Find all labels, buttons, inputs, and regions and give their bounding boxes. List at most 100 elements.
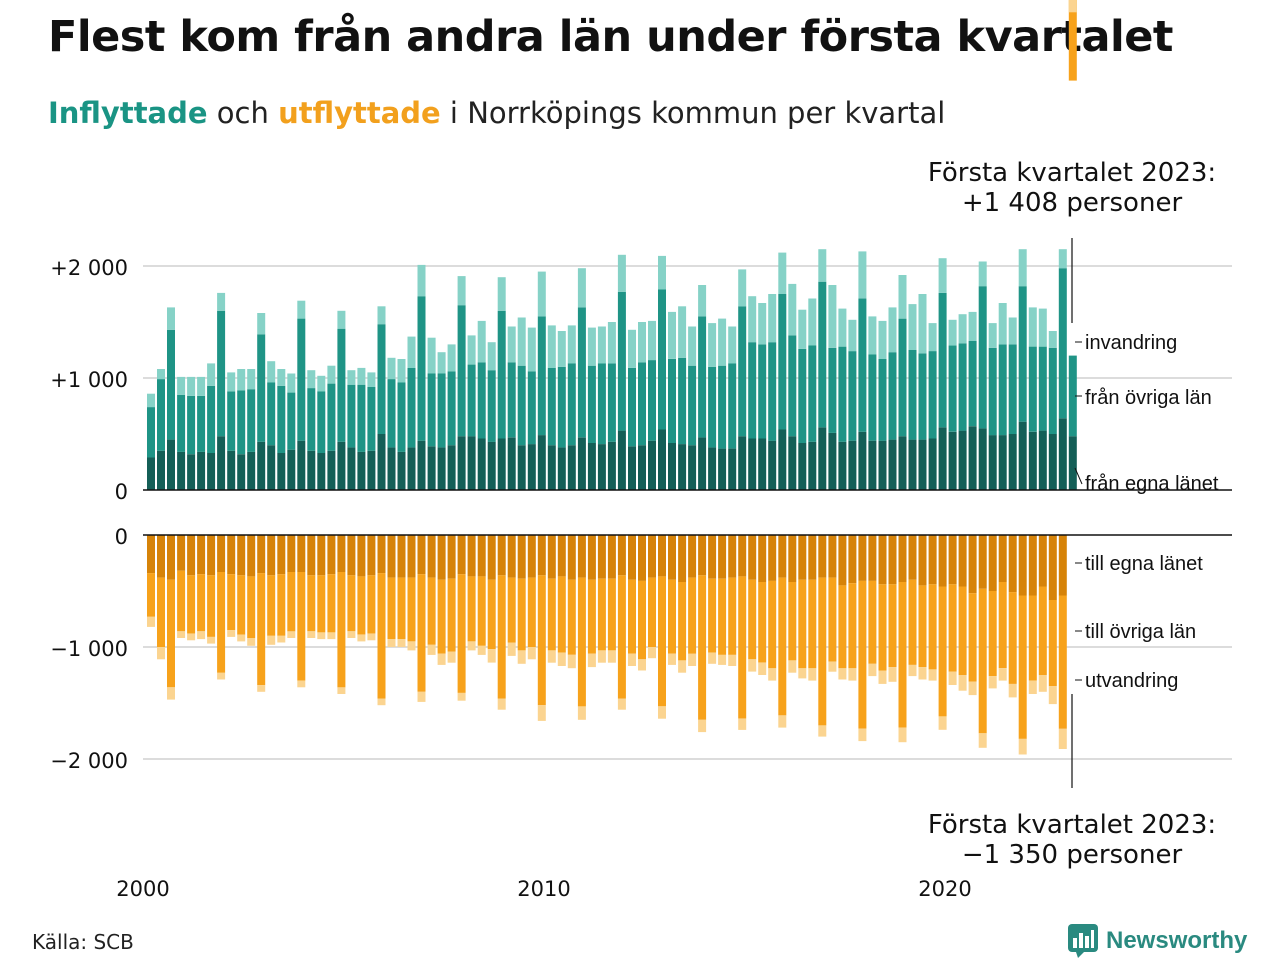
bar-in-ovriga [497, 310, 506, 439]
bar-in-egna [668, 443, 676, 490]
bar-in-invandring [477, 320, 486, 363]
bar-in-ovriga [577, 307, 586, 438]
bar-out-egna [587, 535, 596, 580]
bar-out-ovriga [457, 574, 466, 693]
bar-in-invandring [257, 313, 266, 335]
bar-out-utvandring [848, 668, 857, 681]
bar-out-egna [698, 535, 707, 576]
bar-out-utvandring [648, 647, 656, 659]
bar-in-ovriga [337, 328, 346, 442]
gridlines [143, 265, 1232, 760]
bar-out-ovriga [968, 593, 977, 682]
bar-in-egna [337, 441, 346, 490]
bar-out-egna [457, 535, 466, 575]
bar-out-utvandring [998, 668, 1007, 681]
bar-out-utvandring [718, 654, 727, 665]
bar-out-egna [477, 535, 486, 577]
bar-in-invandring [527, 327, 536, 372]
bar-in-invandring [1018, 249, 1027, 287]
bar-in-egna [868, 440, 877, 490]
bar-in-invandring [247, 369, 256, 390]
bar-out-utvandring [798, 668, 807, 679]
bar-out-ovriga [347, 575, 356, 632]
bar-in-egna [257, 441, 266, 490]
bar-out-egna [397, 535, 406, 578]
bar-out-utvandring [788, 660, 797, 673]
bar-out-egna [187, 535, 196, 576]
bar-out-egna [628, 535, 636, 580]
bar-in-ovriga [1028, 346, 1037, 432]
bar-in-ovriga [477, 362, 486, 439]
bar-in-invandring [567, 325, 576, 364]
bar-in-ovriga [778, 294, 787, 430]
bar-out-ovriga [658, 576, 666, 707]
bar-in-invandring [197, 376, 206, 396]
bar-out-ovriga [147, 573, 155, 617]
bar-in-egna [537, 435, 546, 490]
bar-in-invandring [177, 376, 186, 395]
bar-in-ovriga [1068, 355, 1077, 437]
bar-in-egna [557, 447, 566, 490]
bar-in-ovriga [257, 334, 266, 442]
bar-out-utvandring [187, 633, 196, 641]
bar-out-utvandring [778, 715, 787, 728]
bar-out-egna [738, 535, 747, 577]
bar-in-ovriga [768, 342, 777, 441]
bar-in-egna [1048, 434, 1057, 490]
x-tick-label: 2010 [517, 877, 570, 901]
bar-in-egna [527, 444, 536, 490]
bar-out-utvandring [217, 672, 226, 680]
bar-in-invandring [698, 285, 707, 317]
bar-in-egna [838, 441, 847, 490]
bar-in-ovriga [167, 329, 175, 440]
bar-in-ovriga [968, 341, 977, 427]
axis-labels: 0 +1 000 +2 000 0 −1 000 −2 000 2000 2010 2020 in… [50, 256, 1219, 901]
bar-in-invandring [327, 365, 336, 384]
bar-out-utvandring [417, 691, 426, 702]
bar-in-invandring [377, 306, 386, 325]
bar-out-ovriga [1058, 595, 1067, 729]
bar-out-utvandring [487, 649, 496, 663]
bar-in-egna [167, 439, 175, 490]
bar-out-egna [908, 535, 917, 580]
bar-out-egna [497, 535, 506, 576]
bar-out-utvandring [537, 705, 546, 721]
bar-out-utvandring [708, 652, 717, 664]
bar-in-ovriga [678, 357, 687, 444]
bar-out-ovriga [387, 577, 396, 640]
bar-in-ovriga [457, 305, 466, 437]
bar-in-ovriga [307, 388, 316, 451]
bar-out-egna [768, 535, 777, 581]
bar-in-egna [648, 440, 656, 490]
bar-in-egna [377, 434, 386, 490]
bar-in-ovriga [237, 390, 246, 455]
bar-out-egna [1018, 535, 1027, 596]
bar-out-egna [1008, 535, 1017, 593]
bar-in-ovriga [567, 363, 576, 446]
bar-out-egna [267, 535, 276, 576]
bar-in-egna [567, 445, 576, 490]
bar-in-invandring [818, 249, 827, 282]
bar-out-ovriga [748, 579, 757, 660]
bar-in-egna [547, 445, 556, 490]
bar-in-invandring [337, 310, 346, 329]
bar-in-egna [908, 439, 917, 490]
bar-in-egna [287, 449, 296, 490]
bar-in-egna [718, 448, 727, 490]
bar-out-utvandring [157, 647, 165, 660]
bar-in-invandring [487, 342, 496, 371]
bar-out-egna [658, 535, 666, 577]
bar-in-ovriga [417, 296, 426, 441]
bar-in-ovriga [527, 371, 536, 445]
bar-in-ovriga [197, 395, 206, 452]
bar-in-ovriga [347, 384, 356, 448]
bar-out-ovriga [1018, 595, 1027, 739]
bar-out-utvandring [527, 647, 536, 660]
bar-out-egna [617, 535, 626, 576]
bar-out-ovriga [367, 575, 376, 634]
bar-in-egna [497, 438, 506, 490]
bar-out-egna [287, 535, 296, 572]
bar-out-egna [217, 535, 226, 572]
bar-in-egna [658, 429, 666, 490]
bar-out-utvandring [658, 706, 666, 719]
